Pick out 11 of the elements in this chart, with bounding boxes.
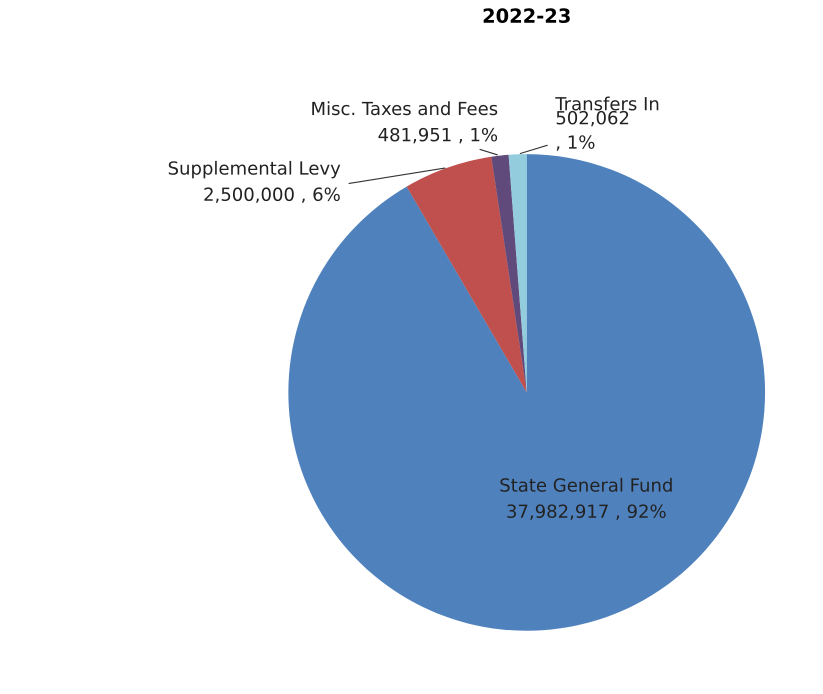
data-label: 502,062 , 1% xyxy=(556,110,628,151)
pie-slice xyxy=(491,154,527,392)
slice-label: Transfers In xyxy=(555,96,658,110)
slice-label: State General Fund xyxy=(500,478,672,492)
data-label: 481,951 , 1% xyxy=(378,128,498,144)
data-label: 37,982,917 , 92% xyxy=(507,504,666,520)
pie-slice xyxy=(406,156,527,392)
slice-label: Misc. Taxes and Fees xyxy=(312,101,498,116)
slice-label: Supplemental Levy xyxy=(168,160,340,178)
chart-title: 2022-23 xyxy=(484,8,570,23)
data-label: 2,500,000 , 6% xyxy=(204,187,340,203)
